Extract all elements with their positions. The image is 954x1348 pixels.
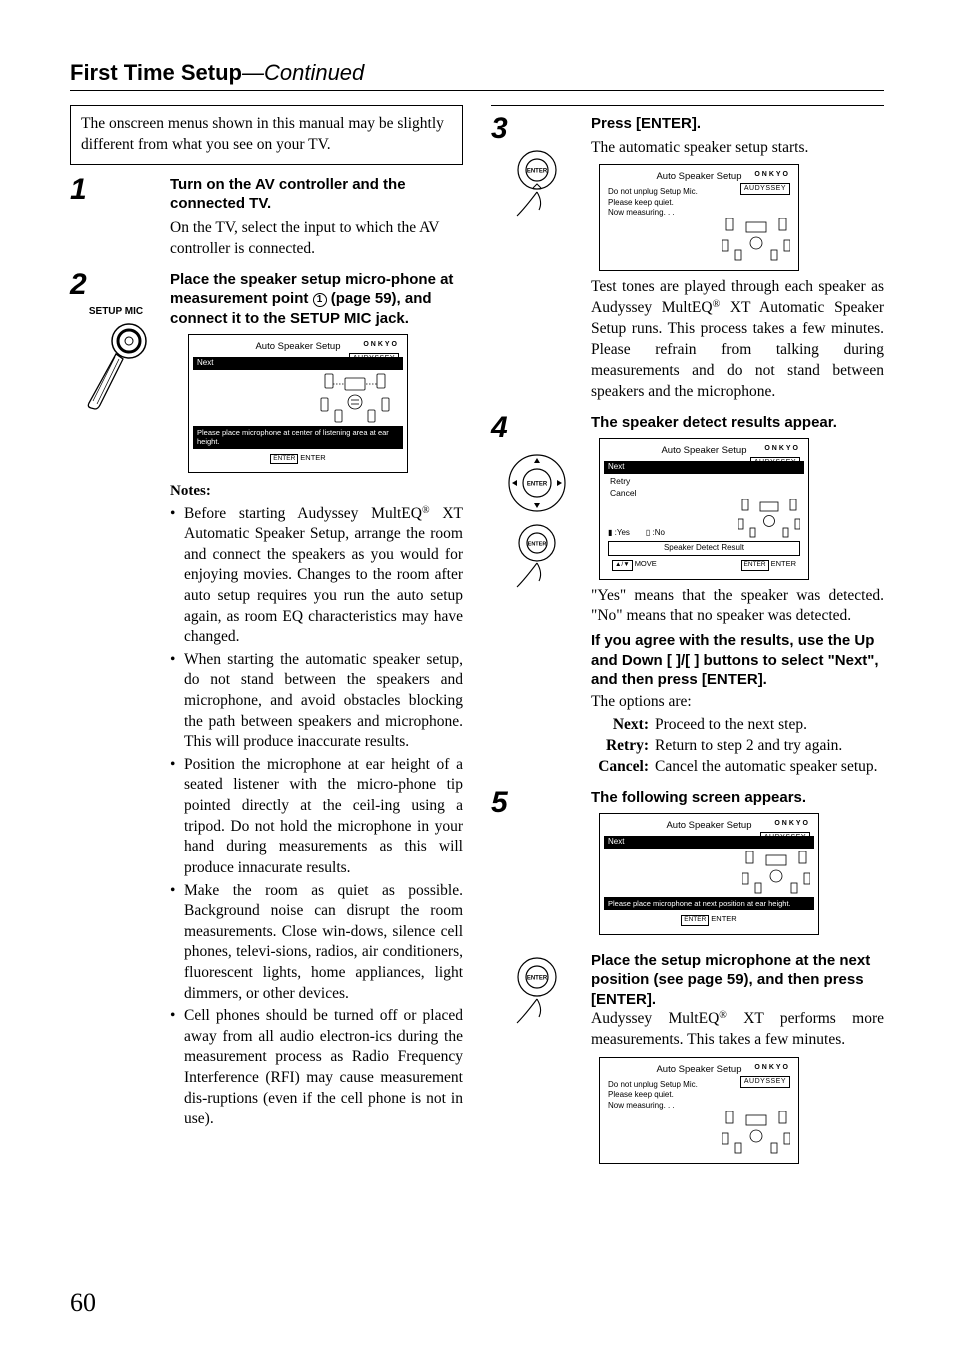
nav-wheel-icon: ENTER	[501, 447, 573, 519]
step-2-head: Place the speaker setup micro-phone at m…	[170, 270, 463, 329]
audyssey-badge: AUDYSSEY	[349, 353, 399, 364]
setup-mic-icon	[81, 321, 151, 411]
step-5: 5 The following screen appears. ONKYO AU…	[491, 788, 884, 941]
step-3-body: The automatic speaker setup starts.	[591, 138, 884, 159]
osd-cancel: Cancel	[608, 488, 800, 499]
opt-next-k: Next:	[591, 715, 655, 736]
onkyo-logo: ONKYO	[363, 340, 399, 349]
step-1-num: 1	[70, 175, 162, 205]
note-3: Position the microphone at ear height of…	[170, 755, 463, 879]
step-5-body2: Audyssey MultEQ® XT performs more measur…	[591, 1009, 884, 1051]
speaker-layout-icon	[199, 372, 399, 424]
right-column: 3 ENTER Press [ENTER]. The automatic spe…	[491, 105, 884, 1180]
step-5-head: The following screen appears.	[591, 788, 884, 808]
setup-mic-label: SETUP MIC	[70, 306, 162, 317]
enter-button-icon: ENTER	[507, 955, 567, 1025]
audyssey-badge: AUDYSSEY	[740, 1076, 790, 1087]
onkyo-logo: ONKYO	[774, 819, 810, 828]
step-1-head: Turn on the AV controller and the connec…	[170, 175, 463, 214]
svg-text:ENTER: ENTER	[527, 975, 548, 981]
title-main: First Time Setup	[70, 60, 242, 85]
spk-yes-icon: ▮ :Yes	[608, 528, 630, 539]
osd-footer: ▲/▼MOVE ENTERENTER	[608, 559, 800, 571]
step-5b: ENTER Place the setup microphone at the …	[491, 951, 884, 1170]
note-1: Before starting Audyssey MultEQ® XT Auto…	[170, 504, 463, 648]
note-5: Cell phones should be turned off or plac…	[170, 1006, 463, 1130]
audyssey-badge: AUDYSSEY	[740, 183, 790, 194]
step-3-after: Test tones are played through each speak…	[591, 277, 884, 403]
osd-retry: Retry	[608, 476, 800, 487]
osd-line3: Now measuring. . .	[608, 208, 790, 218]
osd-step5b: ONKYO AUDYSSEY Auto Speaker Setup Do not…	[599, 1057, 799, 1164]
osd-msg: Please place microphone at center of lis…	[193, 426, 403, 449]
step-1: 1 Turn on the AV controller and the conn…	[70, 175, 463, 260]
speaker-layout-icon	[742, 851, 810, 895]
step-2-num: 2	[70, 270, 162, 300]
osd-msg: Please place microphone at next position…	[604, 897, 814, 910]
osd-line2: Please keep quiet.	[608, 1090, 790, 1100]
step-4-bold: If you agree with the results, use the U…	[591, 631, 884, 690]
left-column: The onscreen menus shown in this manual …	[70, 105, 463, 1180]
svg-text:ENTER: ENTER	[527, 169, 548, 175]
osd-footer: ENTERENTER	[608, 914, 810, 926]
step-4-head: The speaker detect results appear.	[591, 413, 884, 433]
circle-1-icon: 1	[313, 293, 327, 307]
step-3-num: 3	[491, 114, 583, 144]
onkyo-logo: ONKYO	[764, 444, 800, 453]
content-columns: The onscreen menus shown in this manual …	[70, 105, 884, 1180]
osd-line2: Please keep quiet.	[608, 198, 790, 208]
speaker-layout-icon	[722, 1111, 790, 1155]
opt-cancel-v: Cancel the automatic speaker setup.	[655, 757, 884, 778]
osd-step3: ONKYO AUDYSSEY Auto Speaker Setup Do not…	[599, 164, 799, 271]
step-2: 2 SETUP MIC Place the speaker setup micr…	[70, 270, 463, 1132]
title-cont: —Continued	[242, 60, 364, 85]
spk-no-icon: ▯ :No	[646, 528, 665, 539]
onkyo-logo: ONKYO	[754, 1063, 790, 1072]
opt-retry-v: Return to step 2 and try again.	[655, 736, 884, 757]
note-2: When starting the automatic speaker setu…	[170, 650, 463, 753]
osd-step5a: ONKYO AUDYSSEY Auto Speaker Setup Next P…	[599, 813, 819, 935]
osd-step2: ONKYO AUDYSSEY Auto Speaker Setup Next	[188, 334, 408, 473]
osd-detect-banner: Speaker Detect Result	[608, 541, 800, 556]
step-5-num: 5	[491, 788, 583, 818]
top-note: The onscreen menus shown in this manual …	[70, 105, 463, 165]
step-4-num: 4	[491, 413, 583, 443]
opt-cancel-k: Cancel:	[591, 757, 655, 778]
step-3-head: Press [ENTER].	[591, 114, 884, 134]
options-table: Next:Proceed to the next step. Retry:Ret…	[591, 715, 884, 778]
svg-text:ENTER: ENTER	[528, 541, 547, 547]
svg-text:ENTER: ENTER	[527, 481, 548, 487]
audyssey-badge: AUDYSSEY	[760, 832, 810, 843]
page-number: 60	[70, 1288, 96, 1318]
osd-line3: Now measuring. . .	[608, 1101, 790, 1111]
opt-retry-k: Retry:	[591, 736, 655, 757]
onkyo-logo: ONKYO	[754, 170, 790, 179]
osd-footer: ENTERENTER	[197, 453, 399, 465]
notes-heading: Notes:	[170, 481, 463, 501]
step-5-bold: Place the setup microphone at the next p…	[591, 951, 884, 1010]
opt-next-v: Proceed to the next step.	[655, 715, 884, 736]
enter-button-icon: ENTER	[507, 523, 567, 589]
notes-list: Before starting Audyssey MultEQ® XT Auto…	[170, 504, 463, 1130]
speaker-layout-icon	[738, 499, 800, 539]
step-4-body: "Yes" means that the speaker was detecte…	[591, 586, 884, 628]
step-4-opts-intro: The options are:	[591, 692, 884, 713]
note-4: Make the room as quiet as possible. Back…	[170, 881, 463, 1005]
step-1-body: On the TV, select the input to which the…	[170, 218, 463, 260]
osd-step4: ONKYO AUDYSSEY Auto Speaker Setup Next R…	[599, 438, 809, 579]
page-title: First Time Setup—Continued	[70, 60, 884, 91]
step-4: 4 ENTER ENTER The speaker detect results…	[491, 413, 884, 778]
step-3: 3 ENTER Press [ENTER]. The automatic spe…	[491, 114, 884, 403]
speaker-layout-icon	[722, 218, 790, 262]
audyssey-badge: AUDYSSEY	[750, 457, 800, 468]
enter-button-icon: ENTER	[507, 148, 567, 218]
